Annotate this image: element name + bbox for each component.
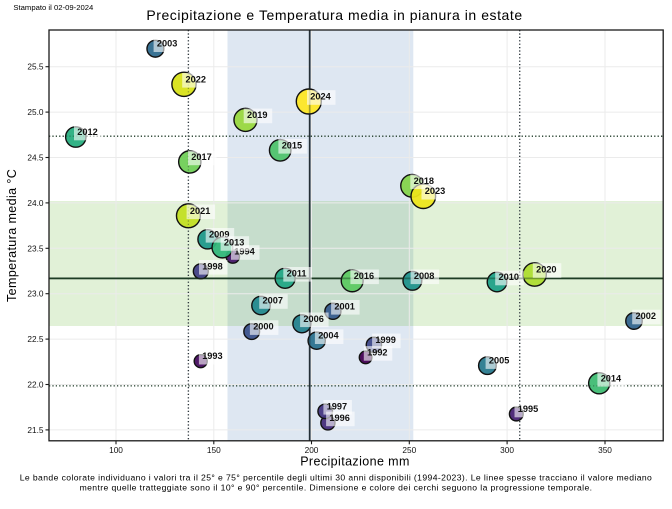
svg-text:2019: 2019	[247, 110, 267, 120]
svg-text:Precipitazione e Temperatura m: Precipitazione e Temperatura media in pi…	[146, 7, 522, 23]
svg-text:150: 150	[207, 445, 221, 455]
svg-text:100: 100	[109, 445, 123, 455]
svg-text:2006: 2006	[303, 314, 323, 324]
svg-text:Stampato il 02-09-2024: Stampato il 02-09-2024	[13, 3, 94, 12]
svg-text:1995: 1995	[518, 404, 538, 414]
svg-text:2000: 2000	[253, 322, 273, 332]
svg-text:23.0: 23.0	[27, 289, 44, 299]
svg-text:1999: 1999	[375, 335, 395, 345]
svg-text:2016: 2016	[354, 271, 374, 281]
svg-text:200: 200	[305, 445, 319, 455]
svg-text:24.5: 24.5	[27, 153, 44, 163]
svg-text:1998: 1998	[202, 261, 222, 271]
svg-text:2008: 2008	[414, 271, 434, 281]
svg-text:2013: 2013	[224, 238, 244, 248]
svg-text:1994: 1994	[234, 247, 255, 257]
svg-text:300: 300	[500, 445, 514, 455]
svg-text:2009: 2009	[209, 229, 229, 239]
svg-text:Precipitazione mm: Precipitazione mm	[300, 455, 410, 469]
svg-text:1993: 1993	[202, 351, 222, 361]
svg-text:2012: 2012	[77, 127, 97, 137]
svg-text:2018: 2018	[414, 176, 434, 186]
svg-text:2021: 2021	[190, 206, 210, 216]
svg-text:2014: 2014	[601, 373, 622, 383]
svg-text:24.0: 24.0	[27, 198, 44, 208]
svg-text:2020: 2020	[536, 265, 556, 275]
svg-text:1997: 1997	[327, 401, 347, 411]
svg-text:25.0: 25.0	[27, 107, 44, 117]
svg-text:2011: 2011	[287, 268, 307, 278]
svg-text:25.5: 25.5	[27, 62, 44, 72]
svg-text:2023: 2023	[425, 186, 445, 196]
svg-text:21.5: 21.5	[27, 425, 44, 435]
svg-text:1996: 1996	[329, 413, 349, 423]
svg-text:2022: 2022	[186, 74, 206, 84]
svg-text:2007: 2007	[263, 296, 283, 306]
svg-text:250: 250	[402, 445, 416, 455]
svg-text:2001: 2001	[334, 301, 354, 311]
svg-text:22.5: 22.5	[27, 334, 44, 344]
svg-text:2017: 2017	[191, 152, 211, 162]
svg-text:2015: 2015	[282, 140, 302, 150]
svg-text:2003: 2003	[157, 39, 177, 49]
svg-text:Temperatura media °C: Temperatura media °C	[5, 169, 19, 302]
svg-text:350: 350	[598, 445, 612, 455]
svg-text:23.5: 23.5	[27, 243, 44, 253]
svg-text:2010: 2010	[499, 272, 519, 282]
svg-text:2002: 2002	[636, 311, 656, 321]
svg-text:mentre quelle tratteggiate son: mentre quelle tratteggiate sono il 10° e…	[80, 483, 593, 493]
svg-text:2004: 2004	[318, 331, 339, 341]
svg-text:1992: 1992	[367, 347, 387, 357]
svg-text:2024: 2024	[310, 92, 331, 102]
svg-text:Le bande colorate individuano: Le bande colorate individuano i valori t…	[20, 473, 653, 483]
svg-text:22.0: 22.0	[27, 380, 44, 390]
svg-text:2005: 2005	[489, 356, 509, 366]
